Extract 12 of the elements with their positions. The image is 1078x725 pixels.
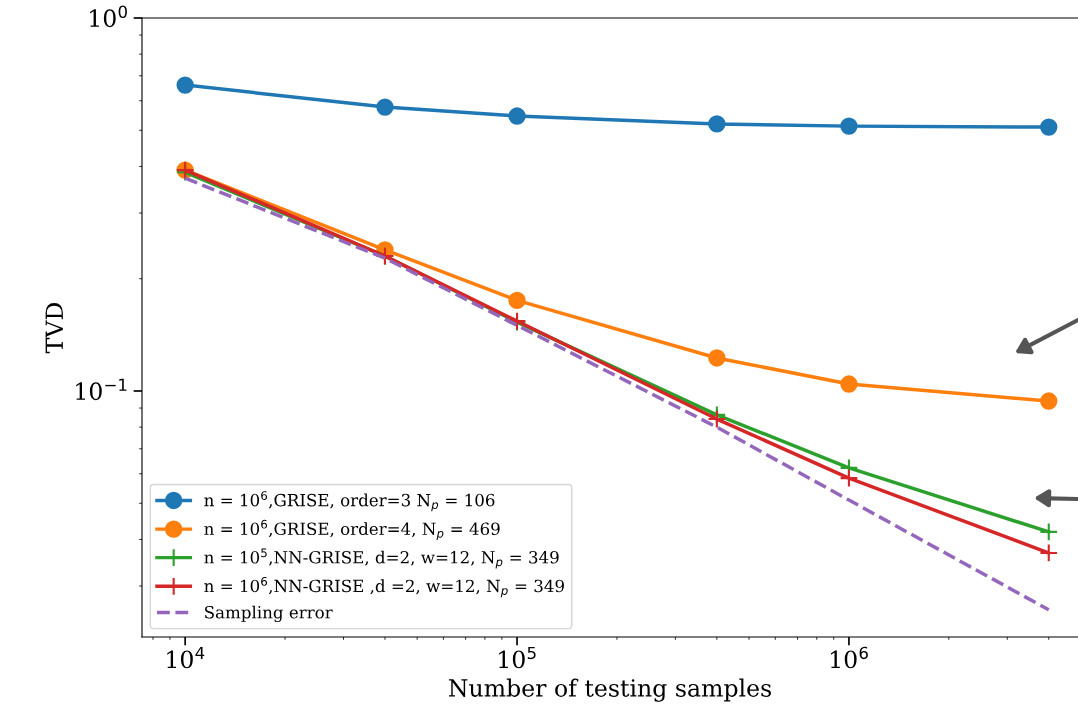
x-tick-label: 10$^{6}$ — [831, 646, 868, 669]
y-axis-title: TVD — [45, 302, 63, 354]
legend-label: Sampling error — [205, 605, 333, 622]
x-tick-label: 10$^{4}$ — [167, 646, 205, 669]
x-tick-label: 10$^{5}$ — [499, 646, 536, 669]
legend-label: n = 10$^{6}$,GRISE, order=3 N$_{p}$ = 106 — [204, 491, 495, 512]
y-tick-label: 10$^{0}$ — [90, 5, 127, 28]
y-tick-label: 10$^{−1}$ — [76, 378, 127, 401]
legend-label: n = 10$^{5}$,NN-GRISE, d=2, w=12, N$_{p}$ = 349 — [204, 548, 559, 569]
x-axis-title: Number of testing samples — [448, 678, 771, 702]
legend-label: n = 10$^{6}$,NN-GRISE ,d =2, w=12, N$_{p}$ = 349 — [204, 576, 564, 598]
legend-label: n = 10$^{6}$,GRISE, order=4, N$_{p}$ = 469 — [204, 519, 500, 540]
